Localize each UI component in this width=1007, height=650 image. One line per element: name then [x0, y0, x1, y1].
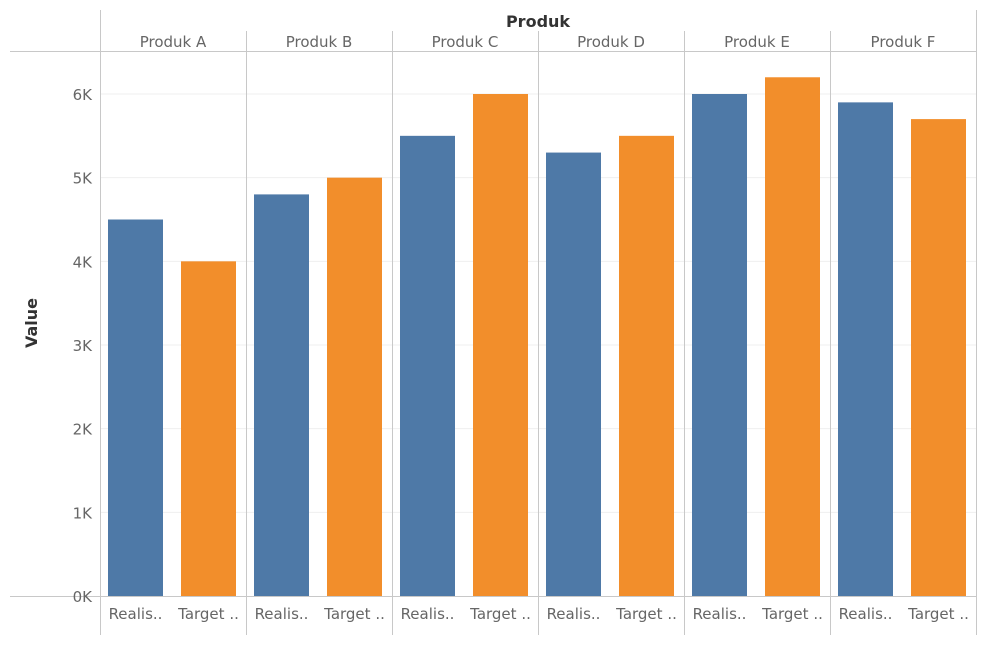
bar-target — [473, 94, 528, 596]
category-header: Produk D — [577, 33, 645, 51]
x-tick-label: Target .. — [177, 605, 239, 623]
y-tick-label: 0K — [73, 588, 94, 606]
x-tick-label: Target .. — [907, 605, 969, 623]
column-header-title: Produk — [506, 12, 570, 31]
x-tick-label: Target .. — [323, 605, 385, 623]
bar-realisasi — [692, 94, 747, 596]
x-tick-label: Realis.. — [109, 605, 163, 623]
y-axis-label: Value — [22, 298, 41, 348]
x-tick-label: Realis.. — [401, 605, 455, 623]
y-tick-label: 3K — [73, 337, 94, 355]
x-tick-label: Target .. — [469, 605, 531, 623]
y-tick-label: 2K — [73, 421, 94, 439]
x-tick-label: Realis.. — [255, 605, 309, 623]
x-tick-label: Realis.. — [839, 605, 893, 623]
category-header: Produk E — [724, 33, 790, 51]
x-tick-label: Realis.. — [693, 605, 747, 623]
category-header: Produk A — [140, 33, 207, 51]
bar-realisasi — [254, 194, 309, 596]
bar-target — [765, 77, 820, 597]
bar-realisasi — [400, 135, 455, 597]
y-tick-label: 5K — [73, 170, 94, 188]
category-header: Produk F — [871, 33, 936, 51]
x-tick-label: Target .. — [615, 605, 677, 623]
y-tick-label: 6K — [73, 86, 94, 104]
x-tick-label: Realis.. — [547, 605, 601, 623]
x-tick-label: Target .. — [761, 605, 823, 623]
bar-target — [181, 261, 236, 596]
category-header: Produk B — [286, 33, 353, 51]
bar-realisasi — [838, 102, 893, 596]
category-header: Produk C — [432, 33, 499, 51]
bar-target — [911, 119, 966, 596]
bar-target — [619, 135, 674, 597]
bar-realisasi — [546, 152, 601, 597]
y-tick-label: 4K — [73, 253, 94, 271]
y-tick-label: 1K — [73, 504, 94, 522]
bar-target — [327, 177, 382, 596]
bar-realisasi — [108, 219, 163, 596]
